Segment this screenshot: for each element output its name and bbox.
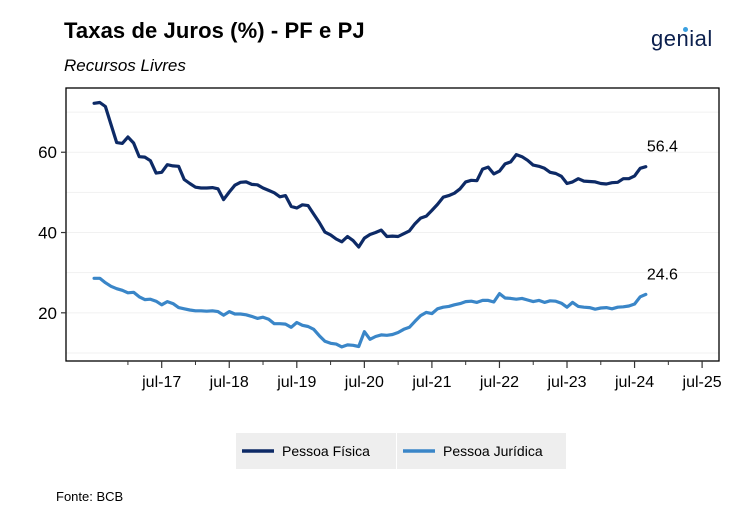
x-tick-label: jul-24: [614, 374, 654, 391]
legend-label-pessoa-juridica: Pessoa Jurídica: [443, 443, 543, 459]
y-tick-label: 60: [38, 143, 57, 162]
x-tick-label: jul-22: [479, 374, 519, 391]
source-note: Fonte: BCB: [56, 489, 124, 504]
x-tick-label: jul-17: [141, 374, 181, 391]
brand-logo-dot-icon: [683, 27, 688, 32]
x-tick-label: jul-18: [209, 374, 249, 391]
y-tick-label: 40: [38, 224, 57, 243]
x-tick-label: jul-21: [411, 374, 451, 391]
brand-logo: genial: [651, 26, 713, 51]
chart-subtitle: Recursos Livres: [64, 56, 186, 75]
series-line-pessoa-fisica: [92, 100, 648, 249]
chart-title: Taxas de Juros (%) - PF e PJ: [64, 18, 365, 43]
x-tick-label: jul-20: [344, 374, 384, 391]
y-tick-label: 20: [38, 304, 57, 323]
plot-border: [65, 87, 720, 362]
legend-label-pessoa-fisica: Pessoa Física: [282, 443, 370, 459]
end-value-label: 24.6: [647, 266, 678, 283]
x-tick-label: jul-23: [546, 374, 586, 391]
x-tick-label: jul-19: [276, 374, 316, 391]
x-tick-label: jul-25: [682, 374, 722, 391]
end-value-label: 56.4: [647, 139, 678, 156]
series-line-pessoa-juridica: [92, 276, 648, 349]
